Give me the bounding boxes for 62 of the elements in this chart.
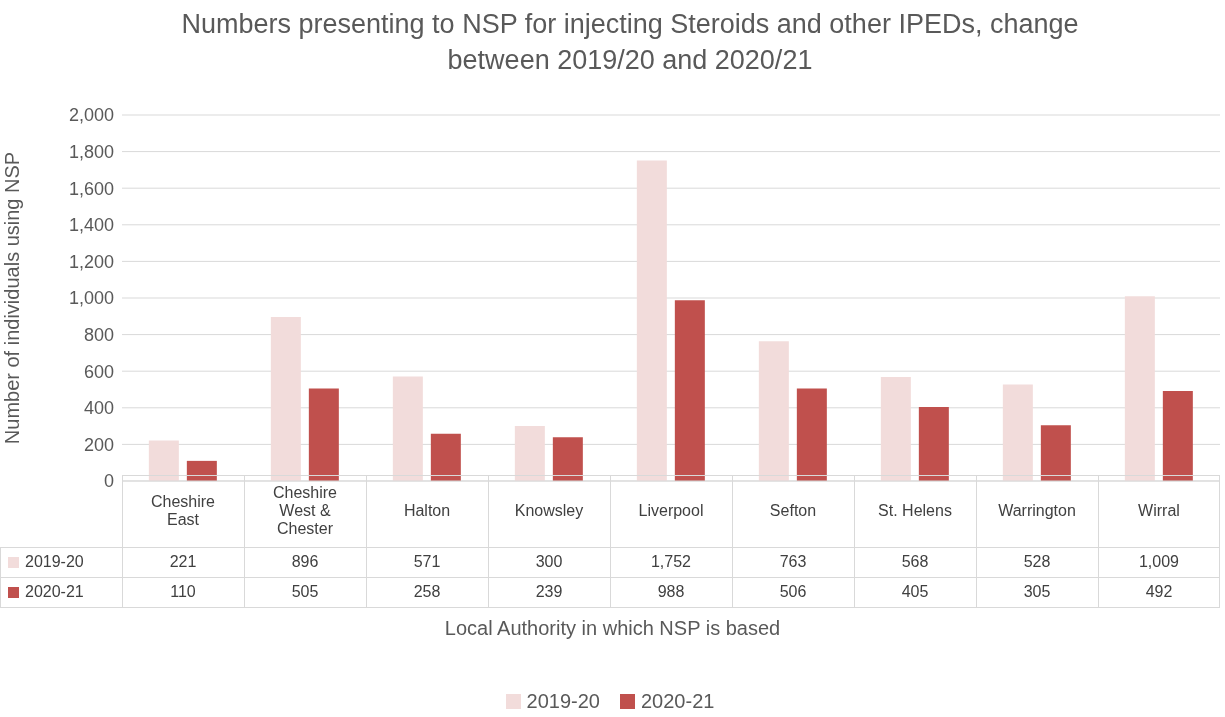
legend-label: 2019-20 bbox=[24, 552, 85, 572]
data-label: 988 bbox=[656, 582, 686, 602]
data-label: 506 bbox=[778, 582, 808, 602]
bar bbox=[674, 300, 705, 481]
data-label: 258 bbox=[412, 582, 442, 602]
y-tick-label: 200 bbox=[83, 434, 114, 455]
bar bbox=[308, 388, 339, 481]
data-label: 505 bbox=[290, 582, 320, 602]
text: 2019-20 bbox=[526, 690, 600, 712]
bar bbox=[758, 341, 789, 481]
data-label: 221 bbox=[168, 552, 198, 572]
bar bbox=[1124, 296, 1155, 481]
legend-label: 2020-21 bbox=[24, 582, 85, 602]
x-tick-label: Warrington bbox=[997, 501, 1077, 521]
bar bbox=[392, 376, 423, 481]
data-label: 1,752 bbox=[649, 552, 692, 572]
bar bbox=[918, 406, 949, 481]
x-tick-label: St. Helens bbox=[877, 501, 953, 521]
x-tick-label: Sefton bbox=[768, 501, 818, 521]
y-tick-label: 1,200 bbox=[68, 251, 114, 272]
bar bbox=[636, 160, 667, 481]
bar bbox=[1162, 390, 1193, 481]
y-tick-label: 1,600 bbox=[68, 178, 114, 199]
x-tick-label: Cheshire West & Chester bbox=[272, 483, 338, 539]
y-axis-title: Number of individuals using NSP bbox=[1, 151, 24, 445]
bar bbox=[552, 437, 583, 481]
data-label: 568 bbox=[900, 552, 930, 572]
y-tick-label: 2,000 bbox=[68, 105, 114, 126]
y-tick-label: 1,400 bbox=[68, 215, 114, 236]
y-tick-label: 400 bbox=[83, 398, 114, 419]
x-tick-label: Halton bbox=[402, 501, 452, 521]
data-label: 110 bbox=[169, 582, 197, 602]
text: 2020-21 bbox=[641, 690, 715, 712]
y-tick-label: 1,800 bbox=[68, 141, 114, 162]
x-axis-title: Local Authority in which NSP is based bbox=[443, 617, 782, 640]
data-label: 1,009 bbox=[1137, 552, 1180, 572]
bar bbox=[430, 433, 461, 481]
data-label: 405 bbox=[900, 582, 930, 602]
bar bbox=[796, 388, 827, 481]
y-tick-label: 600 bbox=[83, 361, 114, 382]
data-label: 571 bbox=[412, 552, 442, 572]
data-label: 763 bbox=[778, 552, 808, 572]
bar bbox=[1002, 384, 1033, 481]
data-label: 300 bbox=[534, 552, 564, 572]
y-tick-label: 1,000 bbox=[68, 288, 114, 309]
y-tick-label: 0 bbox=[103, 471, 114, 492]
x-tick-label: Wirral bbox=[1137, 501, 1181, 521]
bar bbox=[1040, 425, 1071, 481]
x-tick-label: Cheshire East bbox=[150, 492, 216, 530]
chart-title: Numbers presenting to NSP for injecting Steroids and other IPEDs, change between 2019/20 and 2020/21 bbox=[180, 8, 1080, 77]
bar bbox=[514, 426, 545, 481]
data-label: 528 bbox=[1022, 552, 1052, 572]
x-tick-label: Knowsley bbox=[513, 501, 585, 521]
data-label: 896 bbox=[290, 552, 320, 572]
bar bbox=[270, 317, 301, 481]
x-tick-label: Liverpool bbox=[637, 501, 705, 521]
bar bbox=[148, 440, 179, 481]
y-tick-label: 800 bbox=[83, 324, 114, 345]
bar bbox=[880, 377, 911, 481]
data-label: 492 bbox=[1144, 582, 1174, 602]
data-label: 305 bbox=[1022, 582, 1052, 602]
data-label: 239 bbox=[534, 582, 564, 602]
